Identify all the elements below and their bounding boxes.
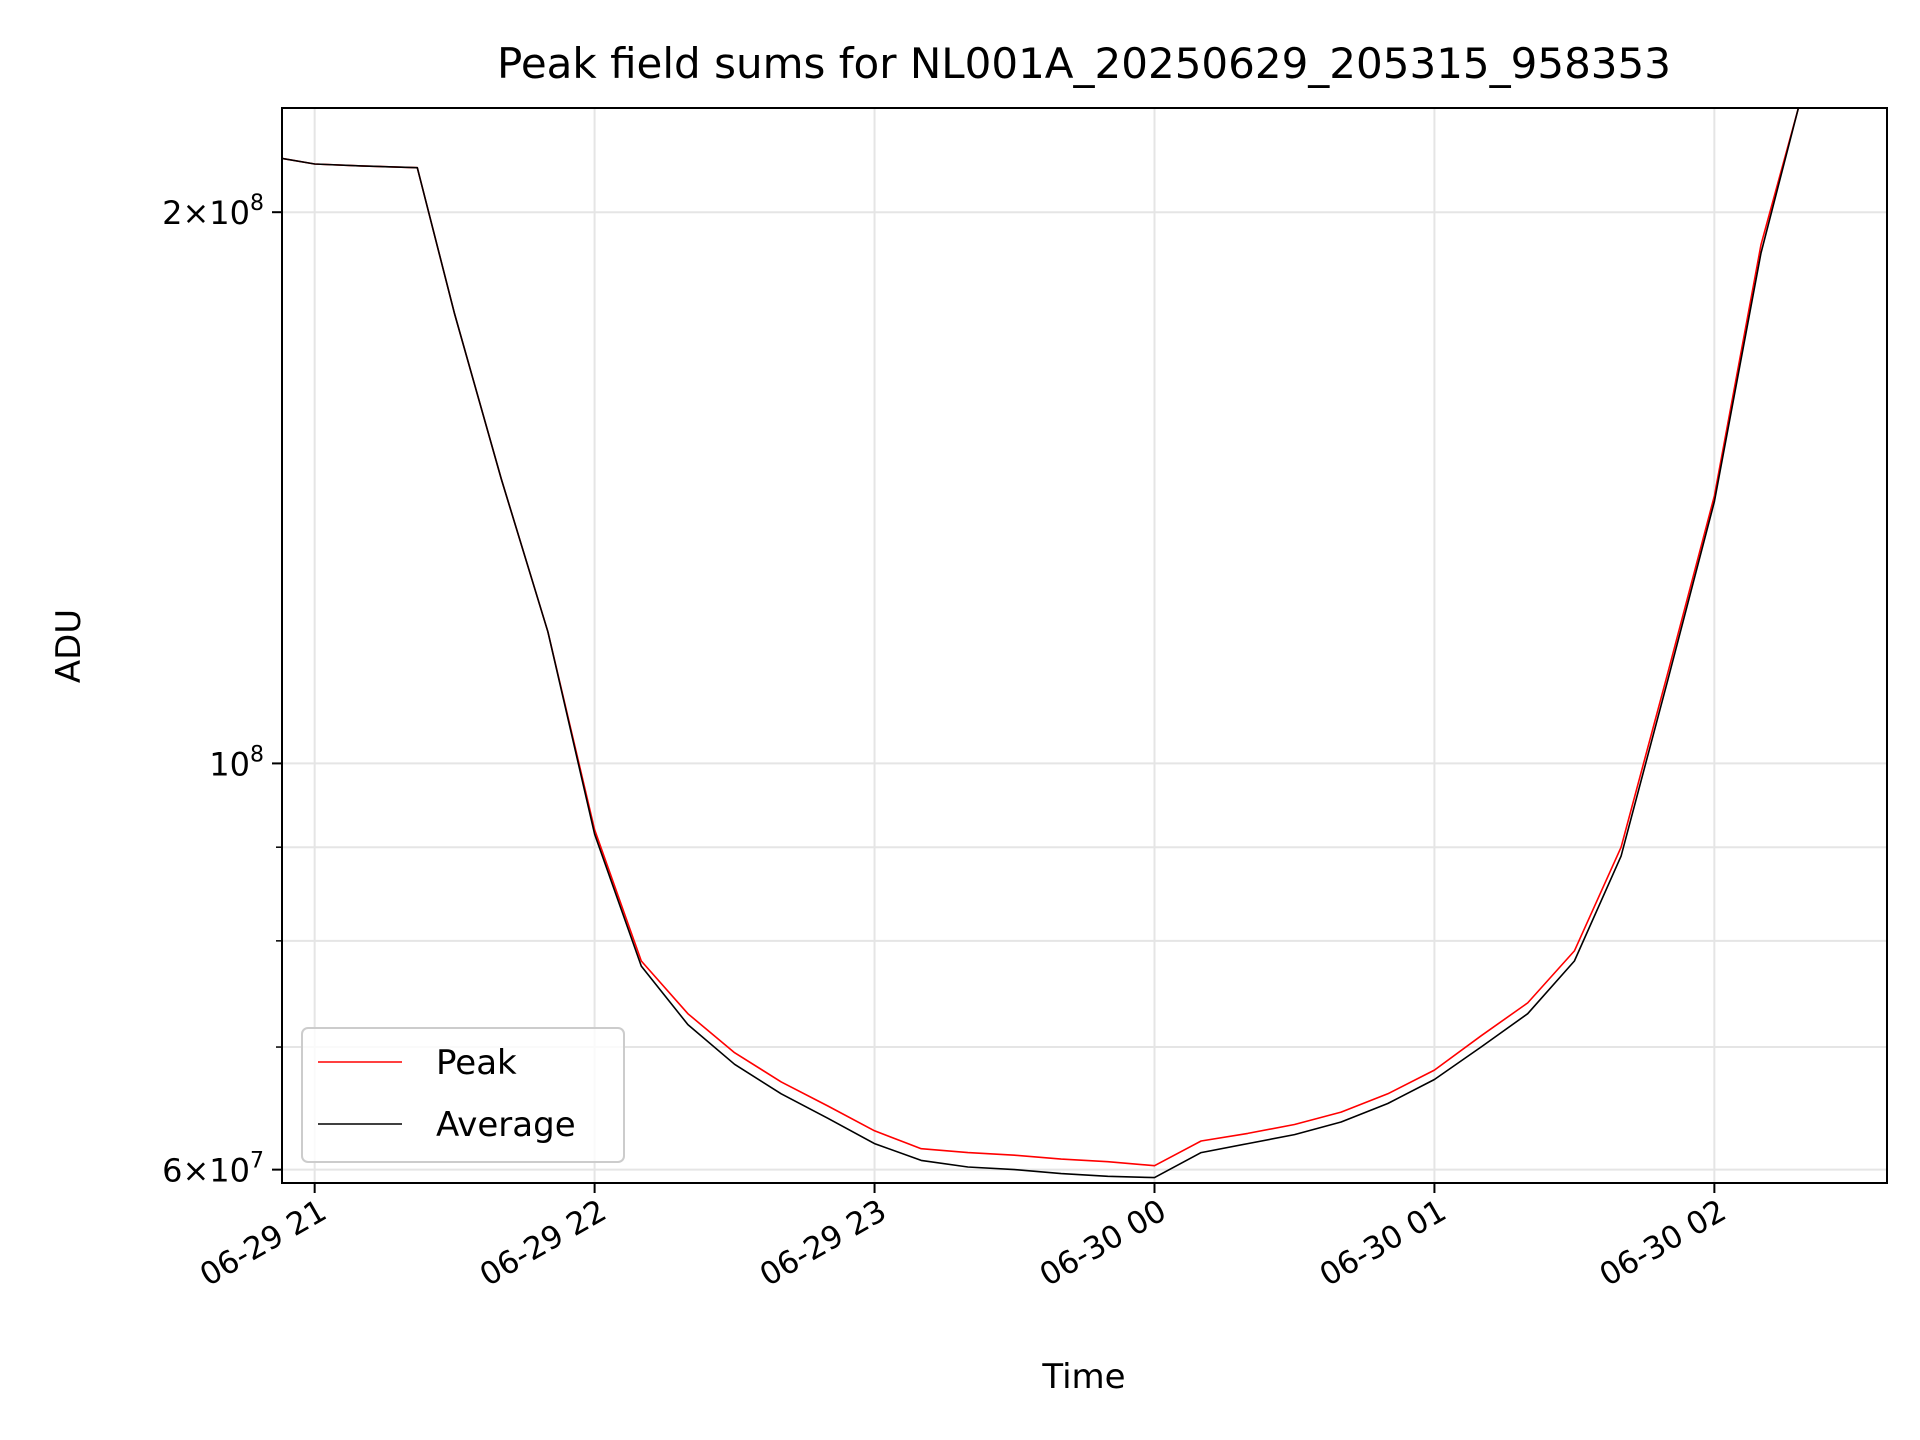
legend-average-label: Average — [436, 1105, 576, 1145]
y-tick-mantissa: 2 — [162, 194, 182, 232]
y-tick-times: ×10 — [182, 1152, 250, 1190]
series-average-line — [282, 108, 1800, 1179]
y-tick-mantissa: 6 — [162, 1152, 182, 1190]
y-tick-exponent: 8 — [250, 742, 264, 767]
chart-title: Peak field sums for NL001A_20250629_2053… — [497, 39, 1671, 88]
y-tick-label: 2×108 — [162, 191, 264, 232]
y-axis-label: ADU — [49, 609, 89, 683]
y-tick-label: 108 — [209, 742, 264, 783]
series-lines — [282, 108, 1800, 1179]
legend-peak-label: Peak — [436, 1043, 517, 1083]
x-tick-label: 06-29 23 — [754, 1193, 893, 1294]
x-axis-ticks: 06-29 21 06-29 22 06-29 23 06-30 00 06-30 01… — [194, 1183, 1732, 1294]
grid-lines — [282, 108, 1887, 1183]
series-peak-line — [282, 108, 1800, 1167]
x-tick-label: 06-30 02 — [1594, 1193, 1733, 1294]
y-tick-exponent: 7 — [250, 1149, 264, 1174]
y-tick-times: ×10 — [182, 194, 250, 232]
x-tick-label: 06-30 00 — [1034, 1193, 1173, 1294]
x-tick-label: 06-30 01 — [1314, 1193, 1453, 1294]
x-tick-label: 06-29 21 — [194, 1193, 333, 1294]
x-tick-label: 06-29 22 — [474, 1193, 613, 1294]
plot-area-frame — [281, 107, 1888, 1184]
y-tick-exponent: 8 — [250, 191, 264, 216]
legend: Peak Average — [301, 1027, 625, 1163]
y-tick-label: 6×107 — [162, 1149, 264, 1190]
x-axis-label: Time — [1041, 1357, 1125, 1397]
y-tick-base: 10 — [209, 745, 250, 783]
